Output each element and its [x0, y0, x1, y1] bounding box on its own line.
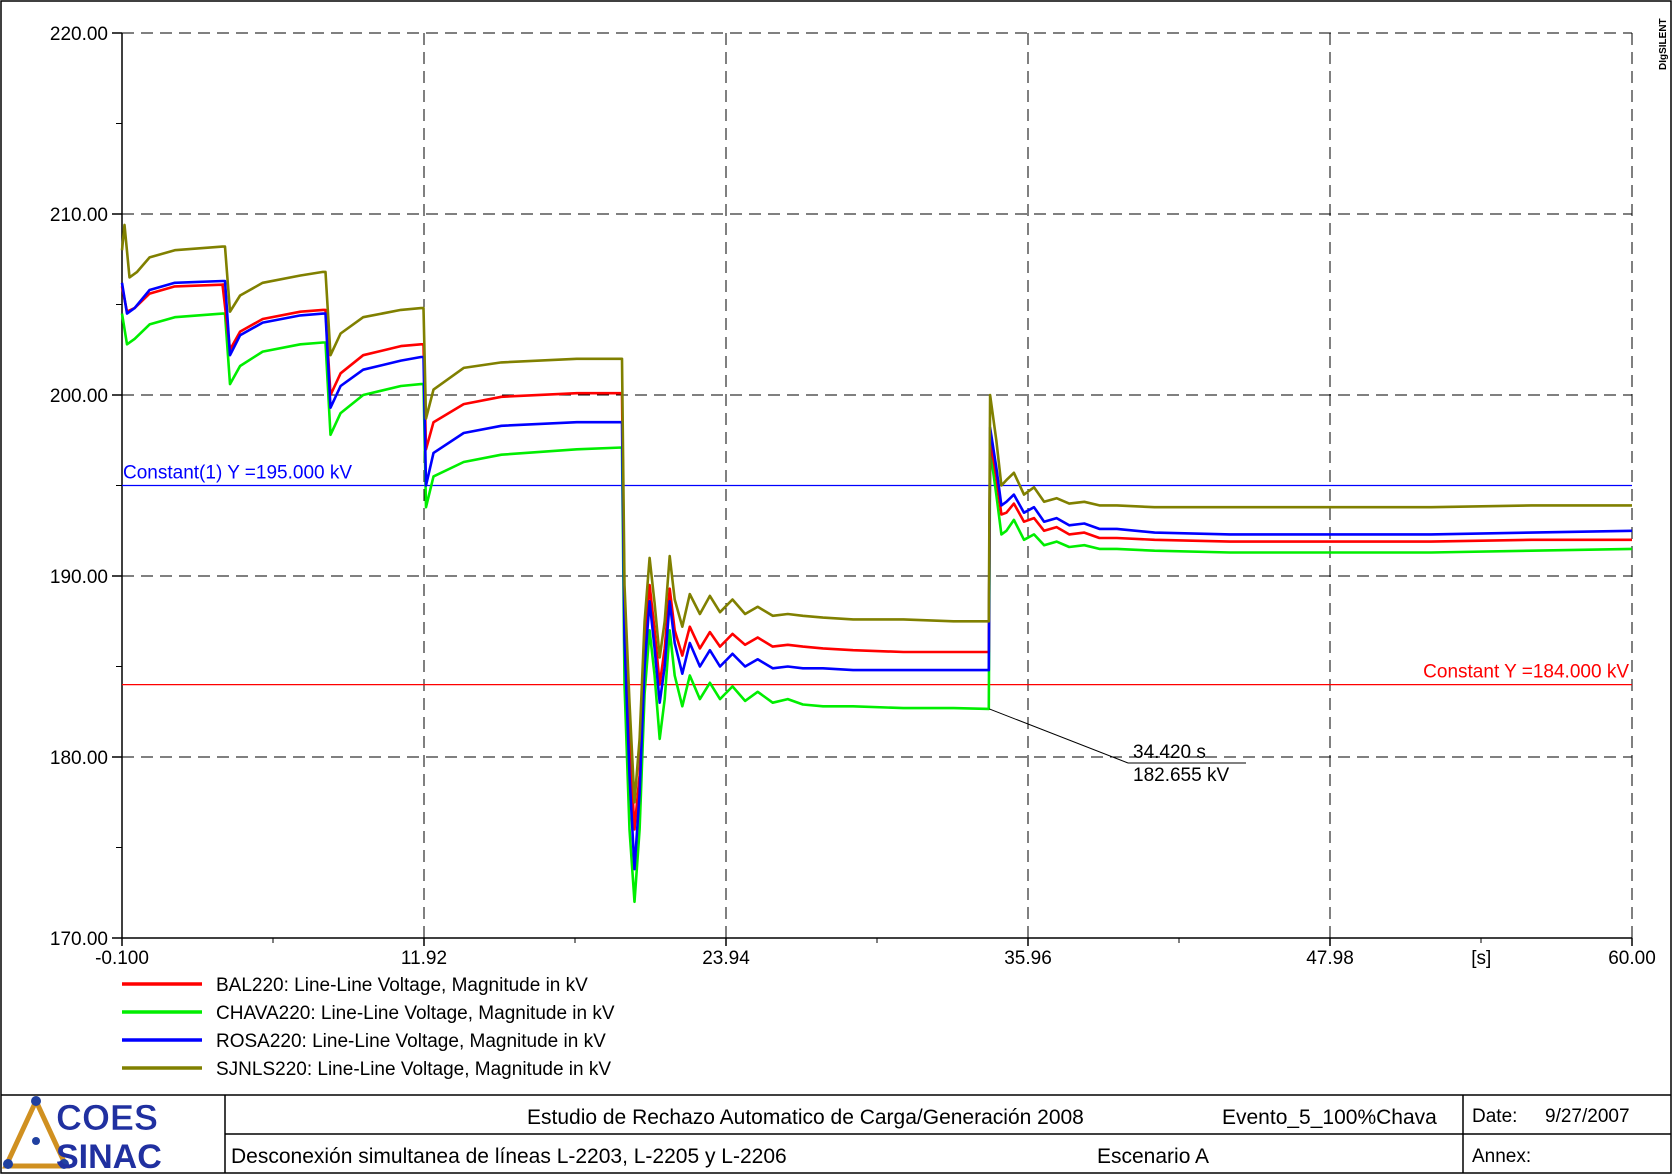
legend: BAL220: Line-Line Voltage, Magnitude in …	[122, 975, 615, 1080]
annotation-leader	[989, 708, 1129, 764]
footer: COES SINAC Estudio de Rechazo Automatico…	[1, 1094, 1671, 1175]
y-tick-label: 180.00	[50, 748, 108, 769]
scenario: Escenario A	[1097, 1145, 1209, 1168]
series-line	[120, 312, 1633, 904]
y-tick-label: 200.00	[50, 386, 108, 407]
coes-sinac-logo: COES SINAC	[2, 1095, 162, 1175]
x-tick-label: 23.94	[702, 948, 750, 969]
y-tick-label: 210.00	[50, 205, 108, 226]
series-line	[120, 283, 1632, 831]
y-tick-label: 170.00	[50, 929, 108, 950]
constant-label: Constant Y =184.000 kV	[1423, 662, 1629, 683]
watermark: DIgSILENT	[1658, 18, 1669, 70]
annex-label: Annex:	[1472, 1146, 1531, 1167]
logo-coes-text: COES	[56, 1097, 158, 1138]
x-tick-label: -0.100	[95, 948, 149, 969]
annotation-value: 182.655 kV	[1133, 765, 1229, 786]
axes: 170.00 180.00 190.00 200.00 210.00 220.00 -0.1…	[50, 24, 1656, 969]
series-line	[120, 279, 1633, 871]
series-group	[120, 223, 1633, 904]
constant-label: Constant(1) Y =195.000 kV	[123, 463, 352, 484]
description: Desconexión simultanea de líneas L-2203,…	[231, 1145, 787, 1168]
x-unit-label: [s]	[1471, 948, 1491, 969]
study-title: Estudio de Rechazo Automatico de Carga/G…	[527, 1106, 1084, 1129]
date-label: Date:	[1472, 1106, 1517, 1127]
x-tick-label: 11.92	[401, 948, 447, 969]
date-value: 9/27/2007	[1545, 1106, 1630, 1127]
annotation-time: 34.420 s	[1133, 742, 1206, 763]
legend-label: ROSA220: Line-Line Voltage, Magnitude in…	[216, 1031, 606, 1052]
series-line	[120, 223, 1632, 804]
x-tick-label: 47.98	[1306, 948, 1354, 969]
y-tick-label: 190.00	[50, 567, 108, 588]
constant-lines: Constant(1) Y =195.000 kV Constant Y =184…	[122, 463, 1632, 686]
y-tick-label: 220.00	[50, 24, 108, 45]
x-tick-label: 60.00	[1608, 948, 1656, 969]
event-name: Evento_5_100%Chava	[1222, 1106, 1437, 1129]
legend-label: BAL220: Line-Line Voltage, Magnitude in …	[216, 975, 588, 996]
legend-label: SJNLS220: Line-Line Voltage, Magnitude i…	[216, 1059, 611, 1080]
grid	[122, 32, 1633, 938]
legend-label: CHAVA220: Line-Line Voltage, Magnitude i…	[216, 1003, 615, 1024]
logo-sinac-text: SINAC	[56, 1138, 162, 1175]
x-tick-label: 35.96	[1004, 948, 1052, 969]
